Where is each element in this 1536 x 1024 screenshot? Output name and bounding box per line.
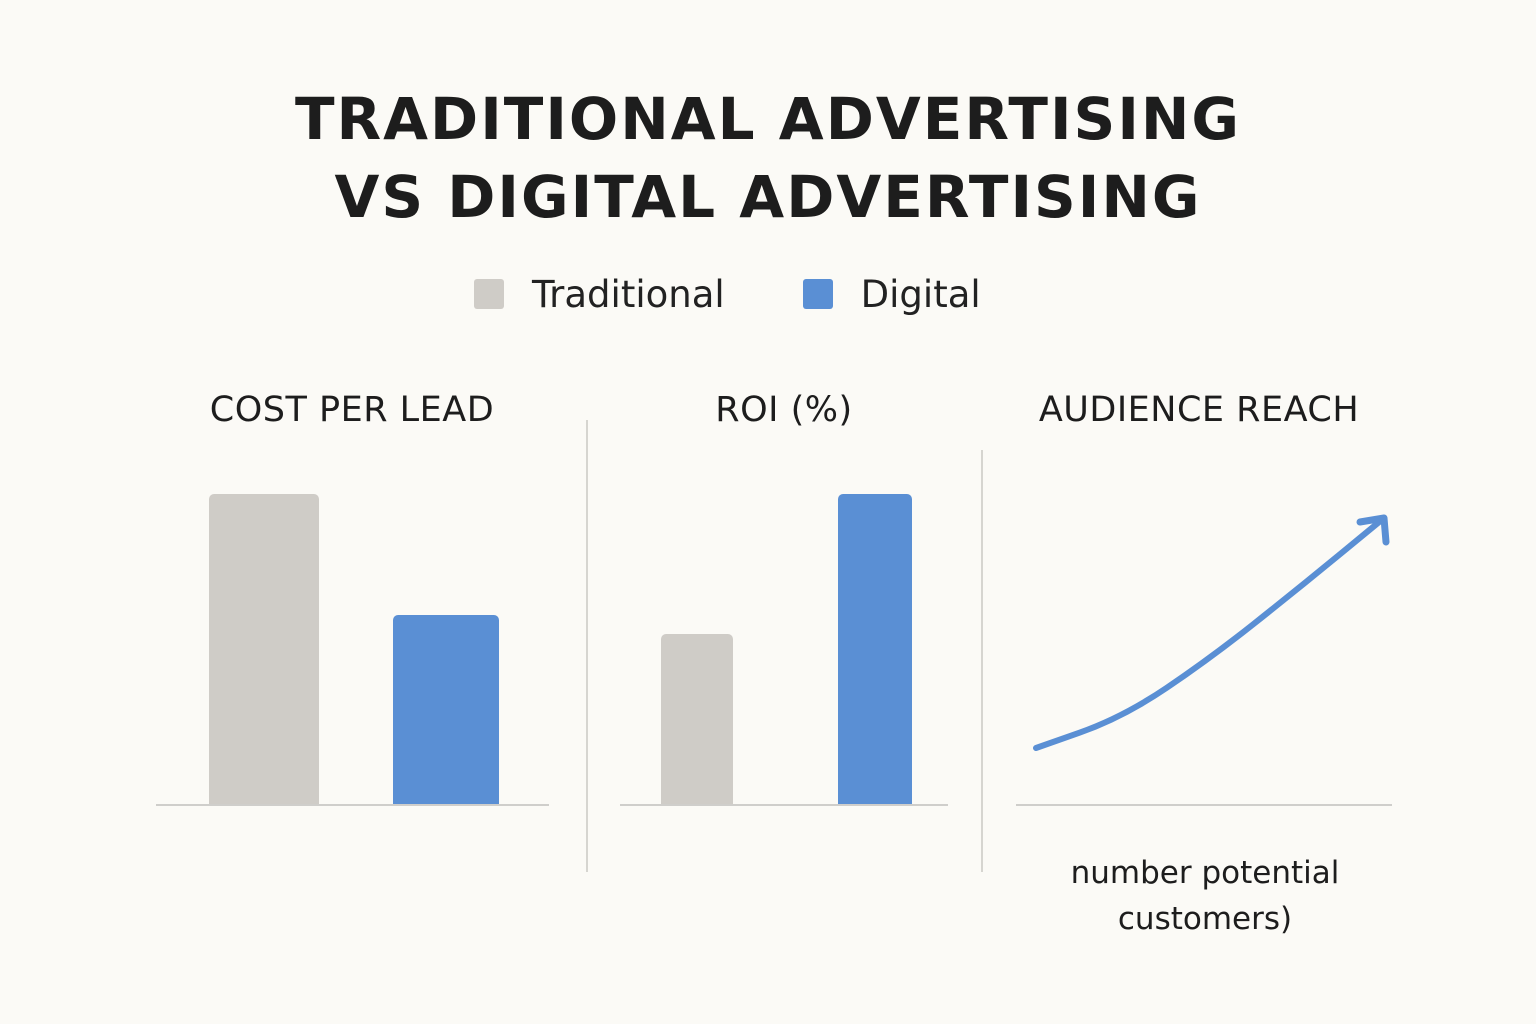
legend-item-digital: Digital	[802, 272, 981, 316]
cost-per-lead-bar-digital	[393, 614, 499, 804]
roi-bar-traditional	[661, 633, 733, 804]
cost-per-lead-title: COST PER LEAD	[209, 390, 495, 430]
audience-reach-baseline	[1016, 804, 1392, 806]
roi-title: ROI (%)	[715, 390, 853, 430]
audience-reach-title: AUDIENCE REACH	[1038, 390, 1360, 430]
legend-label-traditional: Traditional	[532, 272, 725, 316]
audience-reach-note-line-2: customers)	[1117, 901, 1293, 937]
audience-reach-note-line-1: number potential	[1070, 855, 1340, 891]
audience-reach-note: number potential customers)	[1018, 850, 1392, 942]
cost-per-lead-baseline	[156, 804, 549, 806]
cost-per-lead-bar-traditional	[209, 494, 319, 804]
audience-reach-line	[1033, 515, 1387, 751]
audience-reach-arrowhead	[1356, 514, 1390, 546]
chart-title: TRADITIONAL ADVERTISING VS DIGITAL ADVER…	[0, 80, 1536, 236]
chart-title-line-1: TRADITIONAL ADVERTISING	[294, 85, 1242, 153]
legend-swatch-traditional	[474, 279, 504, 309]
chart-title-line-2: VS DIGITAL ADVERTISING	[334, 163, 1202, 231]
panel-divider-2	[981, 450, 983, 872]
legend-item-traditional: Traditional	[474, 273, 725, 316]
panel-divider-1	[586, 420, 588, 872]
roi-bar-digital	[838, 494, 912, 804]
roi-baseline	[620, 804, 948, 806]
legend-label-digital: Digital	[860, 272, 981, 316]
legend: Traditional Digital	[474, 272, 981, 316]
legend-swatch-digital	[802, 279, 833, 309]
